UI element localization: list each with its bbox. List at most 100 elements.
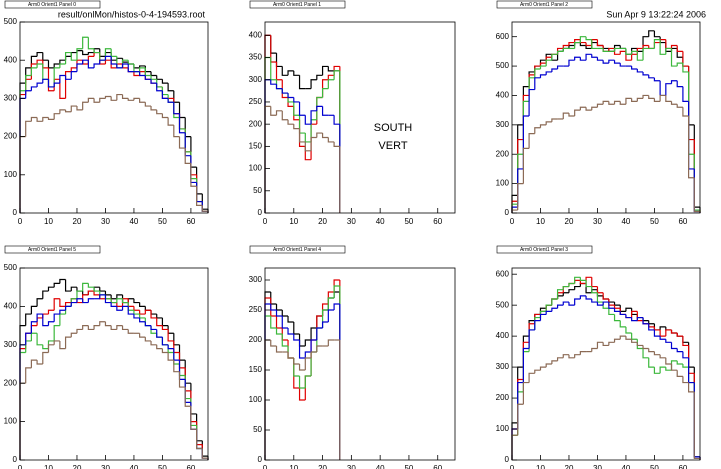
histogram-bin <box>59 340 66 350</box>
histogram-bin <box>568 41 575 46</box>
histogram-bin <box>579 42 587 47</box>
histogram-bin <box>596 39 604 47</box>
histogram-bin <box>682 376 689 384</box>
histogram-bin <box>659 354 666 359</box>
histogram-bin <box>167 98 174 103</box>
histogram-bin <box>133 314 140 319</box>
y-tick-label: 150 <box>249 365 263 374</box>
x-tick-label: 50 <box>158 464 167 469</box>
title-box <box>249 245 346 254</box>
histogram-bin <box>625 97 632 105</box>
histogram-bin <box>116 93 123 101</box>
histogram-bin <box>631 98 638 102</box>
histogram-bin <box>551 307 558 312</box>
histogram-bin <box>333 285 340 298</box>
histogram-bin <box>156 109 163 115</box>
y-tick-label: 200 <box>249 119 263 128</box>
histogram-bin <box>551 118 558 122</box>
histogram-bin <box>127 64 134 73</box>
histogram-bin <box>682 336 689 347</box>
histogram-bin <box>310 339 317 352</box>
histogram-bin <box>596 57 604 61</box>
histogram-bin <box>110 302 117 307</box>
histogram-bin <box>602 100 609 105</box>
histogram-bin <box>534 127 541 134</box>
pad-title: Arm0 Orient1 Panel 0 <box>28 2 76 8</box>
histogram-bin <box>53 67 60 87</box>
histogram-bin <box>602 342 609 347</box>
y-tick-label: 300 <box>249 75 263 84</box>
histogram-bin <box>275 110 283 116</box>
histogram-bin <box>281 110 289 121</box>
histogram-bin <box>619 320 626 328</box>
histogram-bin <box>87 60 95 69</box>
histogram-bin <box>670 329 678 334</box>
histogram-bin <box>76 48 83 61</box>
histogram-bin <box>304 357 312 370</box>
histogram-bin <box>25 332 32 345</box>
histogram-bin <box>585 295 592 300</box>
histogram-bin <box>608 59 615 64</box>
histogram-bin <box>82 59 89 65</box>
histogram-bin <box>619 311 626 316</box>
x-tick-label: 10 <box>536 217 545 226</box>
histogram-bin <box>156 83 163 92</box>
y-tick-label: 100 <box>249 164 263 173</box>
histogram-bin <box>87 325 95 331</box>
histogram-bin <box>121 325 129 331</box>
histogram-bin <box>139 302 146 307</box>
histogram-bin <box>562 285 569 290</box>
annotation: VERT <box>378 140 407 152</box>
histogram-bin <box>522 381 530 405</box>
histogram-bin <box>316 96 323 120</box>
histogram-bin <box>281 88 289 94</box>
y-tick-label: 200 <box>4 132 18 141</box>
histogram-bin <box>293 124 300 130</box>
histogram-bin <box>304 339 312 346</box>
histogram-bin <box>30 359 38 368</box>
histogram-bin <box>156 317 163 327</box>
histogram-bin <box>133 97 140 101</box>
y-tick-label: 300 <box>249 275 263 284</box>
histogram-bin <box>556 304 564 309</box>
histogram-bin <box>36 117 43 122</box>
histogram-bin <box>70 301 77 307</box>
histogram-bin <box>93 48 100 54</box>
histogram-bin <box>201 448 208 459</box>
histogram-bin <box>665 339 672 343</box>
histogram-bin <box>562 301 569 306</box>
histogram-bin <box>201 205 208 212</box>
histogram-bin <box>53 313 60 322</box>
histogram-bin <box>327 66 335 72</box>
histogram-bin <box>93 291 100 296</box>
histogram-bin <box>568 289 575 293</box>
histogram-bin <box>270 106 277 116</box>
histogram-bin <box>36 51 43 57</box>
x-tick-label: 0 <box>18 464 23 469</box>
histogram-bin <box>585 45 592 50</box>
histogram-bin <box>602 60 609 64</box>
x-tick-label: 60 <box>678 464 687 469</box>
histogram-bin <box>665 83 672 96</box>
histogram-bin <box>613 60 621 64</box>
histogram-bin <box>59 298 66 307</box>
histogram-bin <box>551 298 558 306</box>
histogram-bin <box>76 298 83 303</box>
y-tick-label: 100 <box>496 179 510 188</box>
histogram-bin <box>144 309 152 315</box>
histogram-bin <box>591 286 598 294</box>
histogram-bin <box>591 298 598 303</box>
histogram-bin <box>688 116 695 179</box>
histogram-bin <box>562 354 569 358</box>
histogram-bin <box>190 406 197 430</box>
x-tick-label: 40 <box>376 217 385 226</box>
histogram-bin <box>613 100 621 105</box>
histogram-bin <box>167 329 174 342</box>
histogram-bin <box>36 313 43 322</box>
histogram-bin <box>676 45 683 52</box>
y-tick-label: 500 <box>4 263 18 272</box>
histogram-bin <box>574 56 581 61</box>
histogram-bin <box>682 107 689 117</box>
x-tick-label: 0 <box>263 217 268 226</box>
histogram-bin <box>76 63 83 72</box>
